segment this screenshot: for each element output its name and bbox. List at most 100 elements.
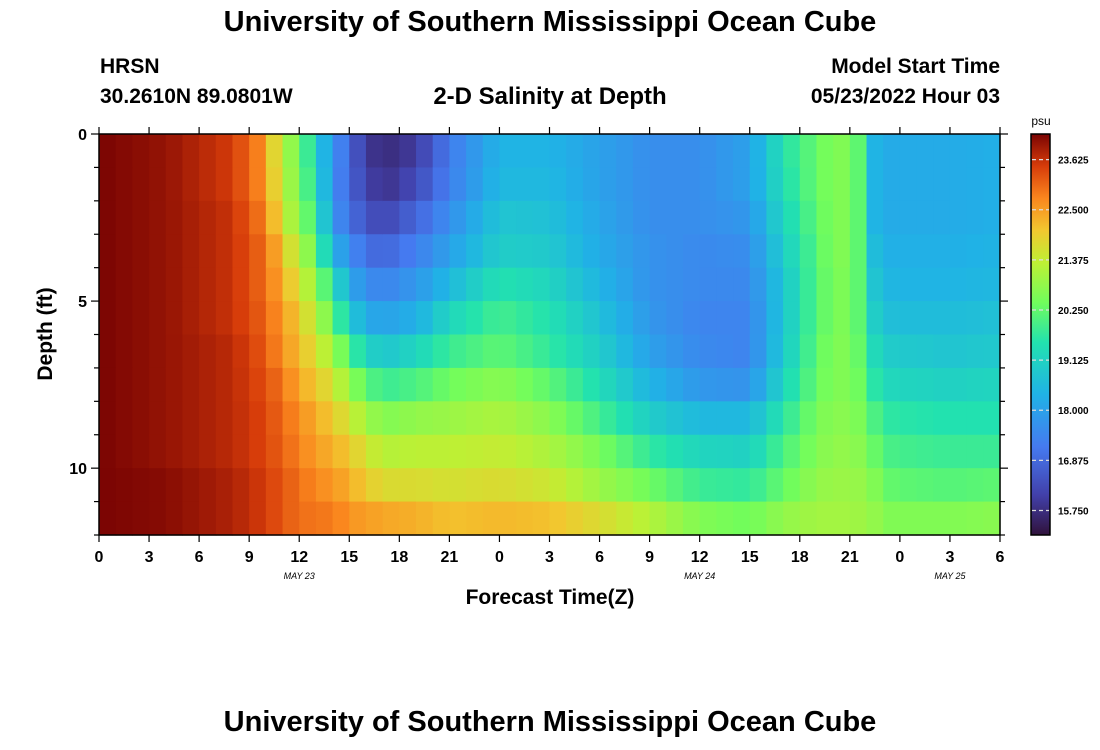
heatmap-cell xyxy=(382,334,400,369)
heatmap-cell xyxy=(666,234,684,269)
heatmap-cell xyxy=(299,301,317,336)
heatmap-cell xyxy=(499,367,517,402)
heatmap-cell xyxy=(616,401,634,436)
heatmap-cell xyxy=(933,267,951,302)
heatmap-cell xyxy=(899,200,918,235)
heatmap-cell xyxy=(549,234,567,269)
heatmap-cell xyxy=(215,167,234,202)
heatmap-cell xyxy=(215,401,234,436)
heatmap-cell xyxy=(799,501,818,536)
heatmap-cell xyxy=(215,200,234,235)
colorbar-gradient xyxy=(1030,133,1051,536)
heatmap-cell xyxy=(933,401,951,436)
heatmap-cell xyxy=(566,334,584,369)
heatmap-cell xyxy=(799,401,818,436)
heatmap-cell xyxy=(916,301,934,336)
heatmap-cell xyxy=(666,167,684,202)
heatmap-cell xyxy=(315,501,334,536)
heatmap-cell xyxy=(532,334,551,369)
heatmap-cell xyxy=(716,200,734,235)
heatmap-cell xyxy=(249,167,267,202)
heatmap-cell xyxy=(949,401,968,436)
x-tick-label: 21 xyxy=(841,549,859,566)
heatmap-cell xyxy=(966,301,984,336)
heatmap-cell xyxy=(733,200,751,235)
heatmap-cell xyxy=(566,167,584,202)
heatmap-cell xyxy=(983,134,1001,169)
heatmap-cell xyxy=(199,501,217,536)
heatmap-cell xyxy=(232,468,250,503)
heatmap-cell xyxy=(983,301,1001,336)
heatmap-cell xyxy=(766,167,784,202)
heatmap-cell xyxy=(115,367,133,402)
heatmap-cell xyxy=(582,234,601,269)
x-tick-label: 18 xyxy=(791,549,809,566)
heatmap-cell xyxy=(249,468,267,503)
heatmap-cell xyxy=(516,301,534,336)
heatmap-cell xyxy=(866,501,884,536)
colorbar: psu 23.625 22.500 21.375 20.250 19.125 18.000… xyxy=(1030,114,1089,536)
colorbar-tick-label: 23.625 xyxy=(1058,156,1089,167)
heatmap-cell xyxy=(315,401,334,436)
heatmap-cell xyxy=(682,301,701,336)
heatmap-cell xyxy=(332,468,350,503)
heatmap-cell xyxy=(149,367,167,402)
heatmap-cell xyxy=(716,267,734,302)
heatmap-cell xyxy=(532,401,551,436)
heatmap-cell xyxy=(215,234,234,269)
heatmap-cell xyxy=(416,200,434,235)
heatmap-cell xyxy=(532,301,551,336)
heatmap-cell xyxy=(983,401,1001,436)
heatmap-cell xyxy=(632,200,651,235)
heatmap-cell xyxy=(549,267,567,302)
heatmap-cell xyxy=(249,234,267,269)
heatmap-cell xyxy=(933,234,951,269)
x-date-label: MAY 24 xyxy=(684,571,715,581)
heatmap-cell xyxy=(432,200,450,235)
heatmap-cell xyxy=(466,501,484,536)
heatmap-cell xyxy=(132,267,150,302)
heatmap-cell xyxy=(682,334,701,369)
heatmap-cell xyxy=(699,434,717,469)
heatmap-cell xyxy=(966,200,984,235)
heatmap-cell xyxy=(699,167,717,202)
heatmap-cell xyxy=(649,468,667,503)
heatmap-cell xyxy=(399,401,417,436)
page-title: University of Southern Mississippi Ocean… xyxy=(223,6,877,38)
heatmap-cell xyxy=(816,501,834,536)
heatmap-cell xyxy=(115,501,133,536)
heatmap-cell xyxy=(232,167,250,202)
heatmap-cell xyxy=(983,501,1001,536)
heatmap-cell xyxy=(232,200,250,235)
heatmap-cell xyxy=(449,468,467,503)
heatmap-cell xyxy=(315,434,334,469)
heatmap-cell xyxy=(282,167,300,202)
heatmap-cell xyxy=(749,267,768,302)
heatmap-cell xyxy=(432,501,450,536)
heatmap-cell xyxy=(566,234,584,269)
heatmap-cell xyxy=(365,234,384,269)
heatmap-cell xyxy=(983,200,1001,235)
heatmap-cell xyxy=(165,401,184,436)
heatmap-cell xyxy=(883,401,901,436)
heatmap-cell xyxy=(349,200,367,235)
heatmap-cell xyxy=(516,501,534,536)
heatmap-cell xyxy=(799,434,818,469)
heatmap-cell xyxy=(833,468,851,503)
heatmap-cell xyxy=(816,434,834,469)
heatmap-cell xyxy=(365,468,384,503)
heatmap-cell xyxy=(699,234,717,269)
heatmap-cell xyxy=(899,167,918,202)
heatmap-cell xyxy=(699,334,717,369)
heatmap-cell xyxy=(532,501,551,536)
y-tick-label: 5 xyxy=(78,294,87,311)
heatmap-cell xyxy=(966,367,984,402)
heatmap-cell xyxy=(416,367,434,402)
heatmap-cell xyxy=(799,200,818,235)
heatmap-cell xyxy=(282,334,300,369)
heatmap-cell xyxy=(299,468,317,503)
x-tick-label: 9 xyxy=(645,549,654,566)
heatmap-cell xyxy=(249,134,267,169)
heatmap-cell xyxy=(282,301,300,336)
heatmap-cell xyxy=(532,167,551,202)
